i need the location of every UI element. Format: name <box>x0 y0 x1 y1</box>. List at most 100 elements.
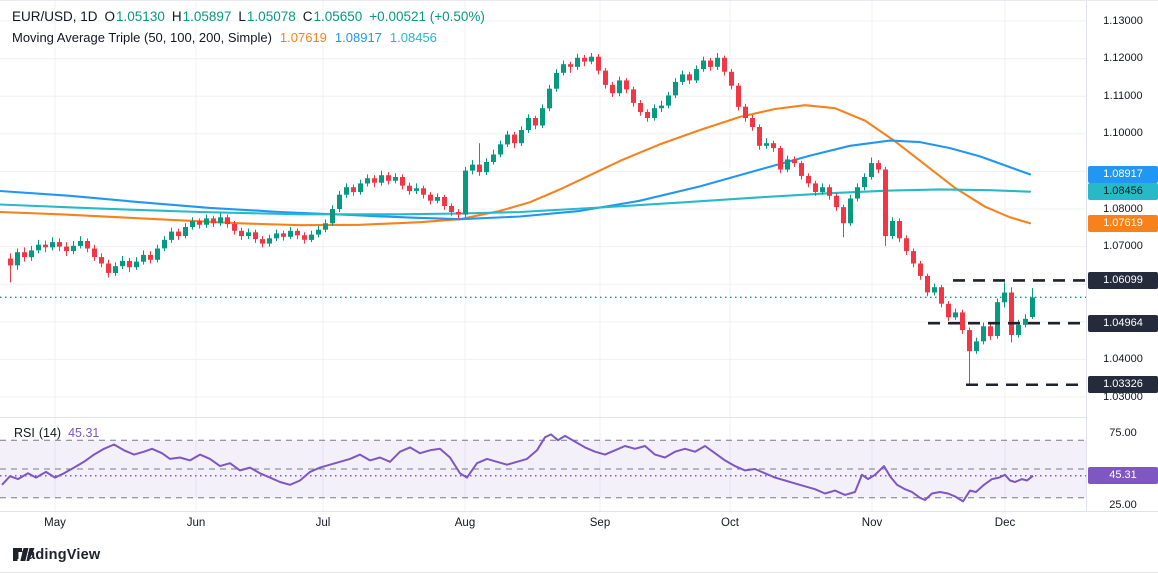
rsi-legend[interactable]: RSI (14) 45.31 <box>14 426 99 440</box>
price-axis-badge-1.08917: 1.08917 <box>1088 166 1158 184</box>
candle-body <box>470 164 475 171</box>
candle-body <box>890 221 895 236</box>
time-axis[interactable]: May Jun Jul Aug Sep Oct Nov Dec <box>0 511 1158 538</box>
candle-body <box>673 81 678 96</box>
candle-body <box>463 170 468 215</box>
time-axis-label-may: May <box>44 517 66 529</box>
candle-body <box>316 229 321 235</box>
candle-body <box>582 57 587 62</box>
candle-body <box>918 263 923 276</box>
candle-body <box>8 258 13 266</box>
symbol-title[interactable]: EUR/USD, 1D <box>12 9 98 24</box>
candle-body <box>337 194 342 209</box>
candle-body <box>554 72 559 89</box>
candle-body <box>610 84 615 94</box>
candle-body <box>442 197 447 206</box>
ma100-value: 1.08917 <box>334 30 382 45</box>
candle-body <box>211 218 216 224</box>
candle-body <box>687 74 692 81</box>
candle-body <box>526 118 531 130</box>
ma-legend[interactable]: Moving Average Triple (50, 100, 200, Sim… <box>12 30 437 45</box>
rsi-legend-params: (14) <box>38 426 62 440</box>
ma-line-sma50[interactable] <box>0 104 1032 227</box>
candle-body <box>36 244 41 251</box>
candle-body <box>386 175 391 181</box>
candle-body <box>372 178 377 183</box>
candle-body <box>134 261 139 268</box>
candle-body <box>715 57 720 67</box>
price-axis[interactable]: 1.13000 1.12000 1.11000 1.10000 1.08000 1.070… <box>1086 1 1158 537</box>
price-axis-label: 1.04000 <box>1103 352 1143 365</box>
candle-body <box>708 60 713 67</box>
candle-body <box>932 287 937 293</box>
candle-body <box>141 254 146 262</box>
rsi-pane-canvas[interactable] <box>0 418 1086 511</box>
symbol-legend[interactable]: EUR/USD, 1D O1.05130 H1.05897 L1.05078 C1.05… <box>12 9 485 24</box>
candle-body <box>169 231 174 240</box>
candle-body <box>701 60 706 70</box>
candle-body <box>960 312 965 331</box>
candle-body <box>750 118 755 127</box>
candle-body <box>15 252 20 266</box>
ma200-value: 1.08456 <box>389 30 437 45</box>
candle-body <box>659 105 664 109</box>
candle-body <box>953 312 958 318</box>
candle-body <box>253 232 258 240</box>
bottom-divider <box>0 572 1158 573</box>
ma-line-sma100[interactable] <box>0 139 1032 221</box>
candle-body <box>246 232 251 237</box>
candle-body <box>50 242 55 248</box>
price-axis-badge-1.07619: 1.07619 <box>1088 214 1158 232</box>
candle-body <box>617 80 622 94</box>
candle-body <box>148 254 153 260</box>
candle-body <box>645 112 650 118</box>
candle-body <box>428 194 433 201</box>
candle-body <box>568 64 573 67</box>
candle-body <box>904 238 909 252</box>
price-axis-label: 1.11000 <box>1103 89 1143 102</box>
tradingview-logo-icon <box>13 548 35 561</box>
candle-body <box>29 250 34 258</box>
candle-body <box>603 70 608 85</box>
ma-line-sma200[interactable] <box>0 188 1032 216</box>
candle-body <box>589 56 594 62</box>
candle-body <box>127 260 132 268</box>
candle-body <box>736 85 741 107</box>
candle-body <box>547 88 552 109</box>
price-axis-label: 1.03000 <box>1103 390 1143 403</box>
candle-body <box>729 71 734 86</box>
pane-divider[interactable] <box>0 417 1086 418</box>
time-axis-label-sep: Sep <box>589 517 611 529</box>
candle-body <box>491 154 496 162</box>
candle-body <box>274 233 279 239</box>
candle-body <box>309 234 314 240</box>
price-axis-badge-1.06099: 1.06099 <box>1088 271 1158 289</box>
candle-body <box>176 231 181 237</box>
time-axis-label-oct: Oct <box>721 517 739 529</box>
candle-body <box>862 177 867 188</box>
candle-body <box>232 224 237 231</box>
price-axis-label: 1.07000 <box>1103 240 1143 253</box>
ma50-value: 1.07619 <box>279 30 327 45</box>
price-axis-label: 1.08000 <box>1103 202 1143 215</box>
candle-body <box>974 341 979 352</box>
candle-body <box>92 248 97 258</box>
candle-body <box>113 266 118 273</box>
candle-body <box>71 245 76 252</box>
candle-body <box>1016 324 1021 335</box>
candle-body <box>778 148 783 170</box>
candle-body <box>939 287 944 304</box>
price-axis-label: 1.10000 <box>1103 127 1143 140</box>
candle-body <box>43 244 48 248</box>
candle-body <box>519 130 524 144</box>
candle-body <box>260 239 265 244</box>
change-value: +0.00521 (+0.50%) <box>369 9 485 24</box>
candle-body <box>638 103 643 112</box>
candle-body <box>281 233 286 237</box>
candle-body <box>106 263 111 273</box>
rsi-line[interactable] <box>1 433 1034 503</box>
price-pane-canvas[interactable] <box>0 1 1086 418</box>
time-axis-label-jul: Jul <box>315 517 331 529</box>
price-axis-badge-1.08456: 1.08456 <box>1088 183 1158 201</box>
tradingview-logo[interactable]: TradingView <box>13 547 100 563</box>
